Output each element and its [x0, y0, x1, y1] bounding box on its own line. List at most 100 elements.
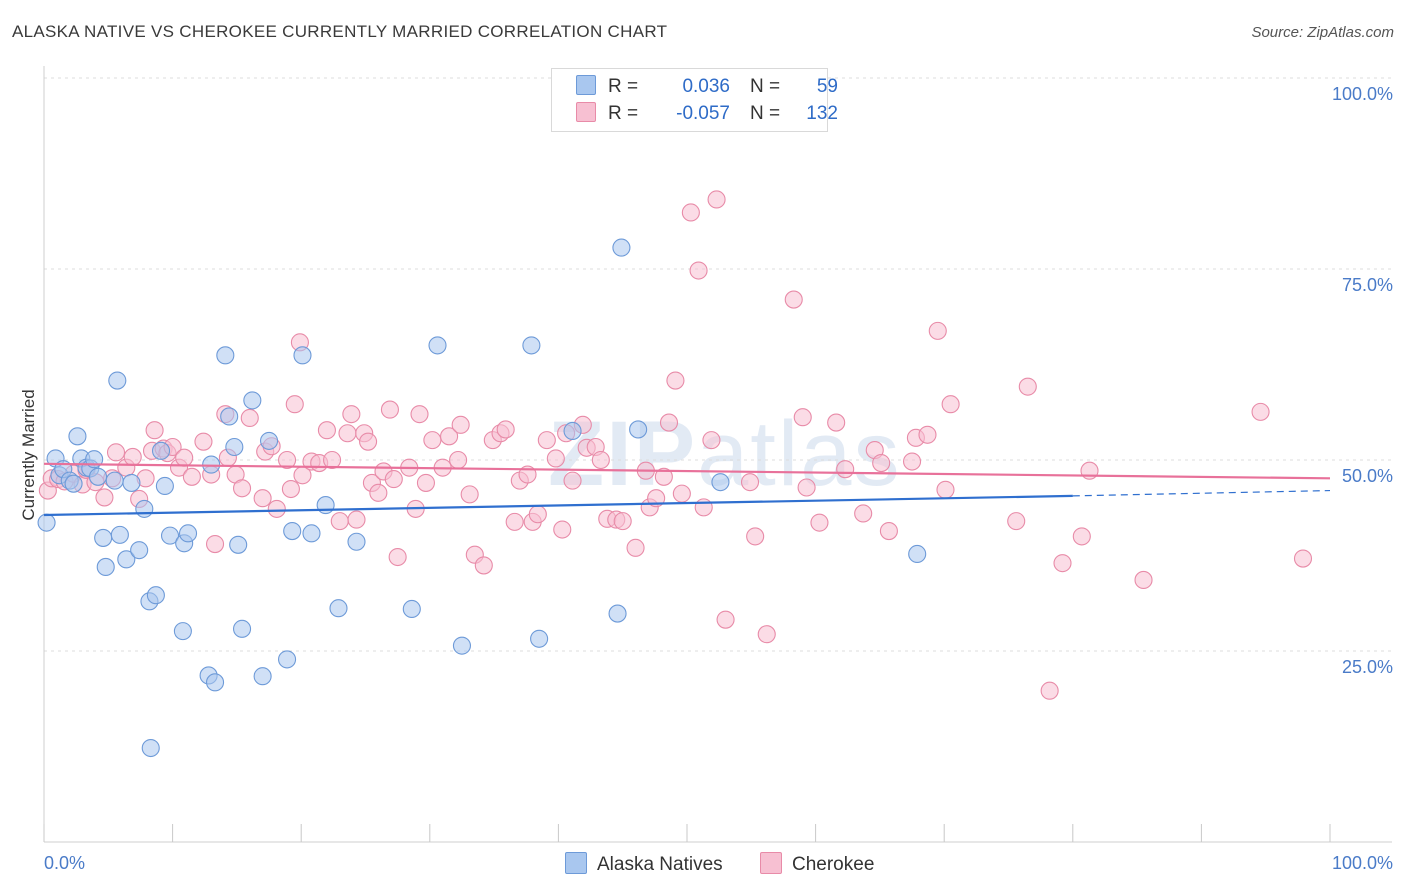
bottom-legend-label: Cherokee	[792, 854, 875, 875]
cherokee-point	[681, 203, 700, 222]
cherokee-point	[440, 427, 459, 446]
alaska-native-point	[225, 437, 244, 457]
alaska-native-point	[216, 346, 235, 365]
correlation-legend: R = 0.036 N = 59 R = -0.057 N = 132	[551, 68, 838, 132]
alaska-native-point	[105, 471, 124, 490]
alaska-native-point	[253, 667, 272, 686]
cherokee-point	[474, 556, 493, 575]
alaska-native-point	[608, 604, 627, 623]
alaska-native-point	[130, 541, 149, 560]
cherokee-point	[546, 449, 565, 468]
legend-n-label: N =	[750, 103, 781, 124]
alaska-native-point	[428, 336, 447, 355]
alaska-native-point	[37, 513, 56, 532]
cherokee-point	[347, 510, 366, 529]
cherokee-point	[757, 625, 776, 644]
cherokee-point	[1293, 549, 1313, 568]
alaska-native-point	[711, 473, 730, 492]
cherokee-point	[240, 408, 259, 428]
alaska-native-point	[629, 420, 648, 439]
cherokee-point	[338, 424, 357, 443]
y-tick-label: 50.0%	[1342, 466, 1393, 486]
cherokee-point	[928, 321, 947, 340]
alaska-native-point	[347, 532, 366, 551]
cherokee-point	[359, 432, 378, 451]
cherokee-point	[1251, 402, 1270, 421]
alaska-native-point	[329, 599, 348, 618]
cherokee-point	[1134, 570, 1153, 589]
cherokee-point	[253, 489, 272, 508]
cherokee-point	[797, 478, 816, 497]
alaska-native-point	[293, 346, 312, 365]
cherokee-point	[1018, 377, 1037, 396]
cherokee-point	[106, 443, 126, 462]
alaska-native-point	[908, 544, 927, 564]
cherokee-point	[182, 467, 201, 486]
alaska-native-point	[146, 586, 165, 605]
cherokee-point	[654, 467, 673, 486]
cherokee-point	[460, 485, 479, 504]
cherokee-point	[626, 538, 645, 557]
cherokee-point	[879, 522, 898, 541]
alaska-native-point	[117, 550, 136, 569]
cherokee-point	[613, 512, 632, 531]
alaska-native-point	[302, 524, 321, 543]
cherokee-point	[285, 395, 304, 414]
alaska-native-point	[232, 619, 252, 638]
cherokee-point	[810, 513, 829, 532]
cherokee-point	[423, 431, 442, 450]
legend-r-label: R =	[608, 103, 639, 124]
cherokee-point	[145, 421, 164, 440]
legend-r-value: 0.036	[682, 76, 730, 97]
alaska-native-point	[110, 525, 129, 544]
cherokee-point	[553, 520, 572, 539]
cherokee-point	[267, 499, 286, 518]
cherokee-point	[416, 473, 435, 492]
cherokee-point	[537, 431, 556, 450]
legend-row-alaska-natives: R = 0.036 N = 59	[576, 75, 838, 99]
alaska-natives-trend-extension	[1072, 489, 1331, 497]
alaska-native-point	[452, 636, 472, 655]
source-label: Source: ZipAtlas.com	[1251, 24, 1394, 41]
cherokee-point	[528, 505, 547, 524]
cherokee-point	[854, 504, 873, 523]
cherokee-points	[38, 190, 1313, 700]
cherokee-point	[902, 452, 922, 471]
cherokee-point	[1072, 527, 1091, 546]
cherokee-point	[95, 488, 114, 507]
legend-row-cherokee: R = -0.057 N = 132	[576, 102, 838, 126]
cherokee-point	[784, 290, 803, 309]
y-tick-label: 25.0%	[1342, 657, 1393, 677]
cherokee-point	[194, 432, 213, 451]
bottom-legend-alaska-natives: Alaska Natives	[565, 852, 723, 876]
cherokee-point	[918, 425, 937, 444]
cherokee-point	[702, 431, 721, 450]
cherokee-point	[232, 479, 252, 498]
cherokee-point	[659, 413, 679, 432]
axes	[43, 66, 1392, 843]
cherokee-point	[388, 547, 407, 567]
alaska-native-point	[563, 421, 582, 441]
legend-n-value: 132	[806, 103, 838, 124]
alaska-native-point	[88, 467, 108, 486]
y-axis-label: Currently Married	[19, 389, 38, 520]
cherokee-point	[689, 261, 708, 280]
alaska-native-point	[229, 535, 248, 554]
cherokee-point	[342, 405, 361, 424]
y-tick-label: 100.0%	[1332, 84, 1393, 104]
alaska-native-point	[178, 524, 198, 543]
bottom-legend-label: Alaska Natives	[597, 854, 723, 875]
alaska-native-point	[220, 407, 239, 426]
cherokee-point	[281, 479, 300, 499]
x-tick-label: 100.0%	[1332, 853, 1393, 873]
cherokee-point	[175, 448, 194, 467]
cherokee-point	[123, 447, 142, 466]
cherokee-point	[872, 454, 891, 473]
alaska-natives-trend-line	[43, 494, 1073, 517]
alaska-native-point	[243, 391, 262, 410]
legend-swatch-cherokee	[576, 102, 596, 122]
alaska-native-point	[68, 427, 87, 446]
cherokee-point	[380, 400, 399, 419]
alaska-native-point	[402, 599, 421, 619]
